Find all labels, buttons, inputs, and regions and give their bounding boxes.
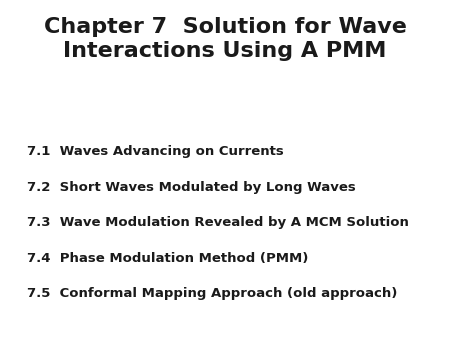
Text: 7.2  Short Waves Modulated by Long Waves: 7.2 Short Waves Modulated by Long Waves	[27, 181, 356, 194]
Text: 7.5  Conformal Mapping Approach (old approach): 7.5 Conformal Mapping Approach (old appr…	[27, 287, 397, 300]
Text: 7.1  Waves Advancing on Currents: 7.1 Waves Advancing on Currents	[27, 145, 284, 158]
Text: 7.4  Phase Modulation Method (PMM): 7.4 Phase Modulation Method (PMM)	[27, 252, 308, 265]
Text: Chapter 7  Solution for Wave
Interactions Using A PMM: Chapter 7 Solution for Wave Interactions…	[44, 17, 406, 61]
Text: 7.3  Wave Modulation Revealed by A MCM Solution: 7.3 Wave Modulation Revealed by A MCM So…	[27, 216, 409, 229]
